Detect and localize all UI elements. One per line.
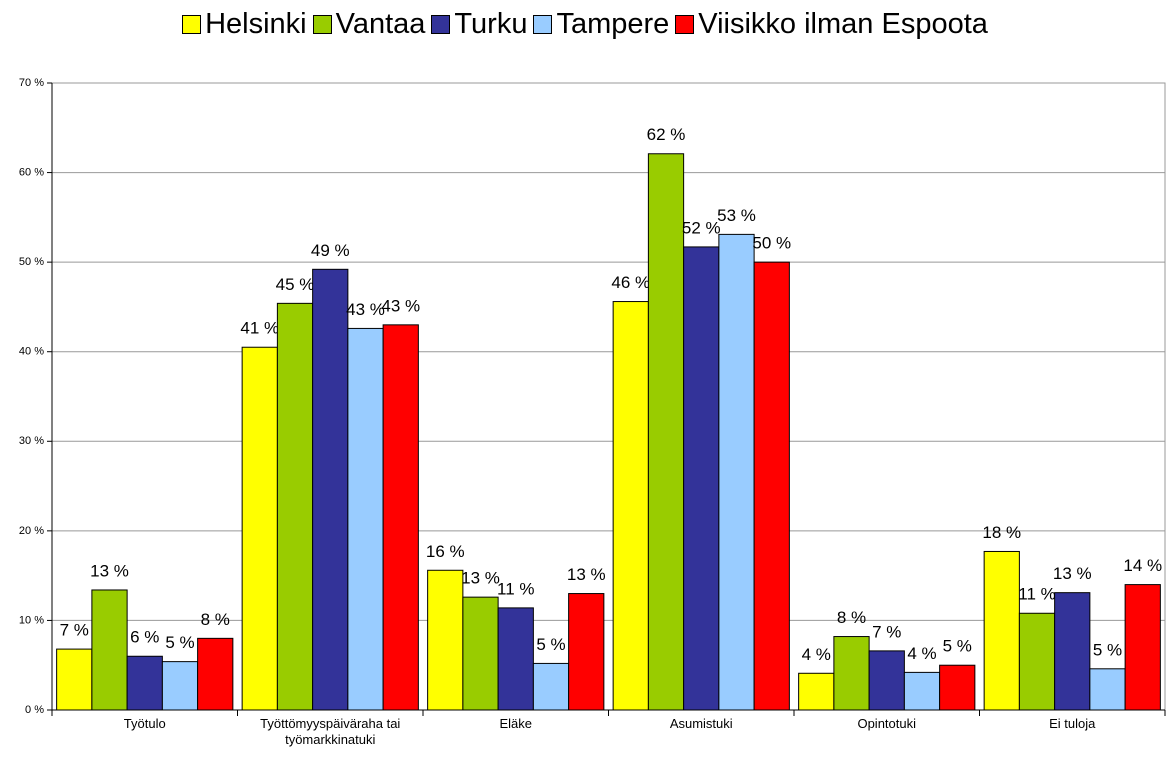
bar xyxy=(1054,592,1091,711)
bar xyxy=(568,593,605,711)
legend-label: Vantaa xyxy=(335,8,426,40)
legend-swatch xyxy=(431,15,451,34)
y-tick-label: 50 % xyxy=(19,256,44,268)
data-label: 46 % xyxy=(611,273,650,292)
data-label: 4 % xyxy=(802,645,831,664)
legend-swatch xyxy=(312,15,332,34)
data-label: 13 % xyxy=(461,569,500,588)
data-label: 7 % xyxy=(872,622,901,641)
y-tick-label: 10 % xyxy=(19,614,44,626)
y-tick-label: 40 % xyxy=(19,346,44,358)
data-label: 41 % xyxy=(240,319,279,338)
legend-swatch xyxy=(533,15,553,34)
data-label: 13 % xyxy=(567,565,606,584)
data-label: 14 % xyxy=(1123,556,1162,575)
y-tick-label: 70 % xyxy=(19,77,44,89)
x-tick-label: Eläke xyxy=(499,716,532,731)
data-label: 18 % xyxy=(982,523,1021,542)
data-label: 11 % xyxy=(497,579,535,598)
bar xyxy=(56,648,93,711)
bar xyxy=(903,671,941,711)
data-label: 5 % xyxy=(943,637,972,656)
bar xyxy=(497,607,534,711)
bar xyxy=(868,650,905,711)
x-tick-label: Ei tuloja xyxy=(1049,716,1096,731)
bar xyxy=(798,672,835,711)
x-tick-label: Opintotuki xyxy=(857,716,917,731)
bar xyxy=(197,637,234,711)
bar xyxy=(753,261,790,711)
data-label: 13 % xyxy=(90,561,129,580)
legend-label: Viisikko ilman Espoota xyxy=(698,8,988,40)
bar xyxy=(718,233,755,711)
data-label: 11 % xyxy=(1018,585,1056,604)
data-label: 49 % xyxy=(311,241,350,260)
y-tick-label: 0 % xyxy=(25,704,44,716)
y-tick-label: 20 % xyxy=(19,525,44,537)
bar xyxy=(161,661,199,711)
legend-item: Vantaa xyxy=(312,8,426,41)
bar xyxy=(1089,668,1126,711)
data-label: 45 % xyxy=(276,275,315,294)
bar xyxy=(1018,612,1056,711)
bar xyxy=(276,302,314,711)
legend-swatch xyxy=(182,15,202,34)
legend: Helsinki Vantaa Turku Tampere Viisikko ilman… xyxy=(0,8,1170,41)
data-label: 43 % xyxy=(346,300,385,319)
bar xyxy=(126,655,163,711)
data-label: 5 % xyxy=(1093,640,1122,659)
data-label: 53 % xyxy=(717,206,756,225)
data-label: 5 % xyxy=(165,633,194,652)
x-tick-label: Työtulo xyxy=(123,716,166,731)
bar xyxy=(983,550,1020,711)
bar xyxy=(347,327,384,711)
data-label: 62 % xyxy=(647,125,686,144)
data-label: 6 % xyxy=(130,628,159,647)
bar xyxy=(241,346,278,711)
data-label: 16 % xyxy=(426,542,465,561)
x-tick-label: Työttömyyspäiväraha tai työmarkkinatuki xyxy=(260,716,401,747)
data-label: 50 % xyxy=(752,234,791,253)
data-label: 8 % xyxy=(201,610,230,629)
bar xyxy=(312,268,349,711)
bar xyxy=(683,246,720,711)
data-label: 52 % xyxy=(682,218,721,237)
y-tick-label: 60 % xyxy=(19,166,44,178)
legend-item: Tampere xyxy=(533,8,669,41)
legend-label: Turku xyxy=(454,8,528,40)
bar xyxy=(833,636,870,711)
data-label: 5 % xyxy=(536,635,565,654)
legend-swatch xyxy=(675,15,695,34)
legend-item: Viisikko ilman Espoota xyxy=(675,8,988,41)
bar xyxy=(462,596,499,711)
legend-label: Tampere xyxy=(556,8,670,40)
bar xyxy=(427,569,464,711)
bar xyxy=(612,301,649,711)
bar xyxy=(382,324,419,711)
bar xyxy=(532,662,570,711)
y-tick-label: 30 % xyxy=(19,435,44,447)
bar xyxy=(939,664,976,711)
bar xyxy=(1124,584,1161,711)
x-tick-label: Asumistuki xyxy=(669,716,733,731)
legend-item: Helsinki xyxy=(182,8,307,41)
legend-label: Helsinki xyxy=(205,8,307,40)
bar xyxy=(91,589,128,711)
data-label: 43 % xyxy=(381,296,420,315)
legend-item: Turku xyxy=(431,8,527,41)
data-label: 13 % xyxy=(1053,564,1092,583)
data-label: 7 % xyxy=(60,621,89,640)
data-label: 4 % xyxy=(907,644,936,663)
data-label: 8 % xyxy=(837,608,866,627)
bar xyxy=(647,153,685,711)
